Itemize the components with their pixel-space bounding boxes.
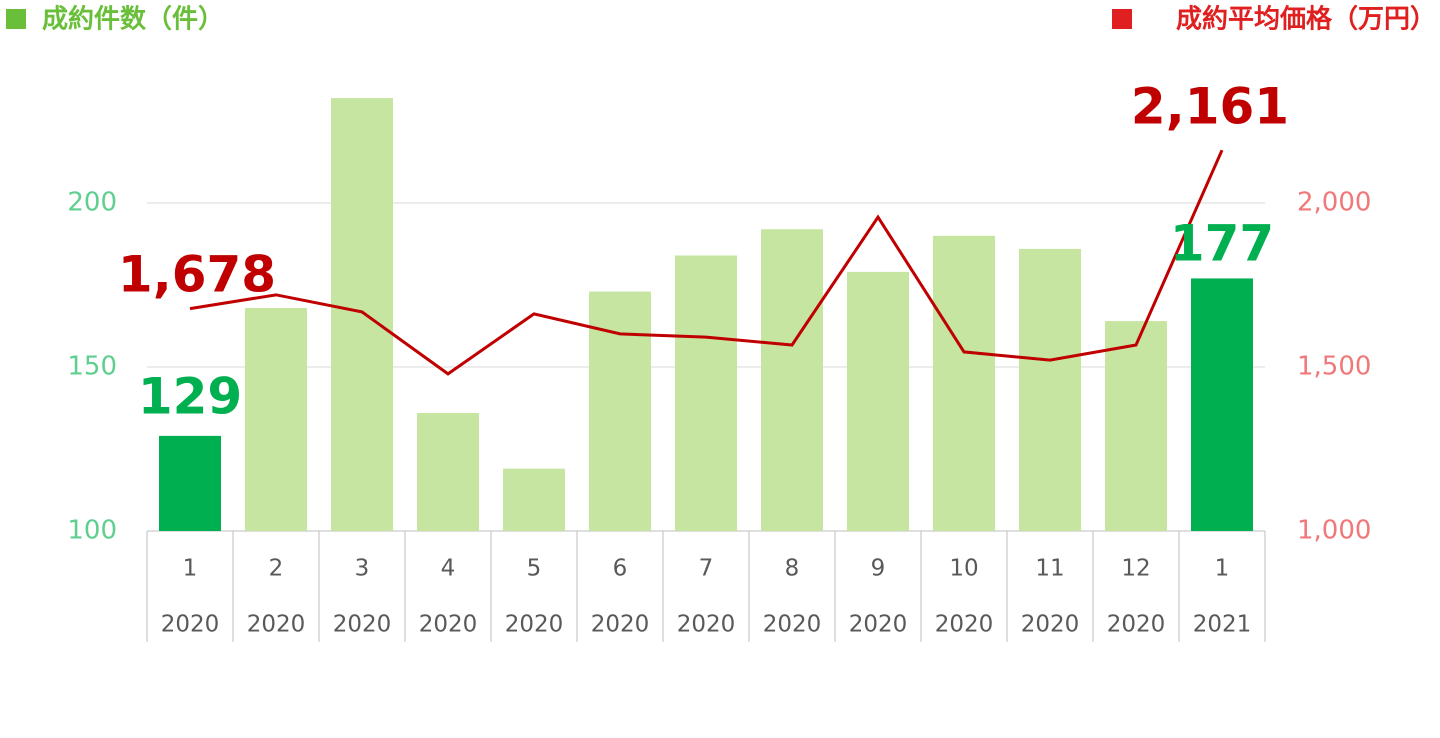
- legend-swatch: [6, 9, 26, 29]
- x-tick-year: 2020: [591, 612, 650, 638]
- bar: [1105, 321, 1167, 531]
- x-tick-year: 2020: [849, 612, 908, 638]
- x-tick-year: 2020: [247, 612, 306, 638]
- x-tick-label: 4: [441, 556, 456, 582]
- x-tick-year: 2020: [419, 612, 478, 638]
- bar: [675, 255, 737, 532]
- bar: [245, 307, 307, 531]
- x-tick-label: 9: [871, 556, 886, 582]
- x-tick-year: 2020: [333, 612, 392, 638]
- bar: [417, 412, 479, 531]
- y-tick-label: 200: [67, 188, 117, 218]
- x-tick-label: 1: [183, 556, 198, 582]
- bar: [933, 235, 995, 532]
- data-label: 1,678: [118, 246, 276, 304]
- legend-label: 成約件数（件）: [42, 4, 224, 35]
- bar: [503, 468, 565, 531]
- data-label: 177: [1170, 215, 1274, 273]
- bar: [1191, 278, 1253, 531]
- x-tick-year: 2021: [1193, 612, 1252, 638]
- x-tick-label: 10: [949, 556, 978, 582]
- y-tick-label: 100: [67, 516, 117, 546]
- line: [189, 149, 1224, 376]
- x-tick-year: 2020: [935, 612, 994, 638]
- x-tick-label: 7: [699, 556, 714, 582]
- legend-swatch: [1112, 9, 1132, 29]
- x-tick-label: 2: [269, 556, 284, 582]
- bar: [589, 291, 651, 531]
- bar: [847, 271, 909, 531]
- y-tick-label: 150: [67, 352, 117, 382]
- x-tick-label: 3: [355, 556, 370, 582]
- x-tick-label: 12: [1121, 556, 1150, 582]
- data-label: 129: [138, 368, 242, 426]
- legend-label: 成約平均価格（万円）: [1176, 4, 1436, 35]
- x-tick-year: 2020: [677, 612, 736, 638]
- y2-tick-label: 2,000: [1297, 188, 1371, 218]
- x-tick-label: 5: [527, 556, 542, 582]
- bar: [761, 229, 823, 532]
- x-tick-label: 11: [1035, 556, 1064, 582]
- y2-tick-label: 1,500: [1297, 352, 1371, 382]
- x-tick-label: 6: [613, 556, 628, 582]
- y2-tick-label: 1,000: [1297, 516, 1371, 546]
- x-tick-year: 2020: [505, 612, 564, 638]
- data-label: 2,161: [1131, 78, 1289, 136]
- x-tick-year: 2020: [763, 612, 822, 638]
- bar: [1019, 248, 1081, 532]
- bar: [159, 435, 221, 531]
- x-tick-label: 1: [1215, 556, 1230, 582]
- x-tick-year: 2020: [161, 612, 220, 638]
- x-tick-year: 2020: [1107, 612, 1166, 638]
- x-tick-year: 2020: [1021, 612, 1080, 638]
- bar: [331, 98, 393, 531]
- x-tick-label: 8: [785, 556, 800, 582]
